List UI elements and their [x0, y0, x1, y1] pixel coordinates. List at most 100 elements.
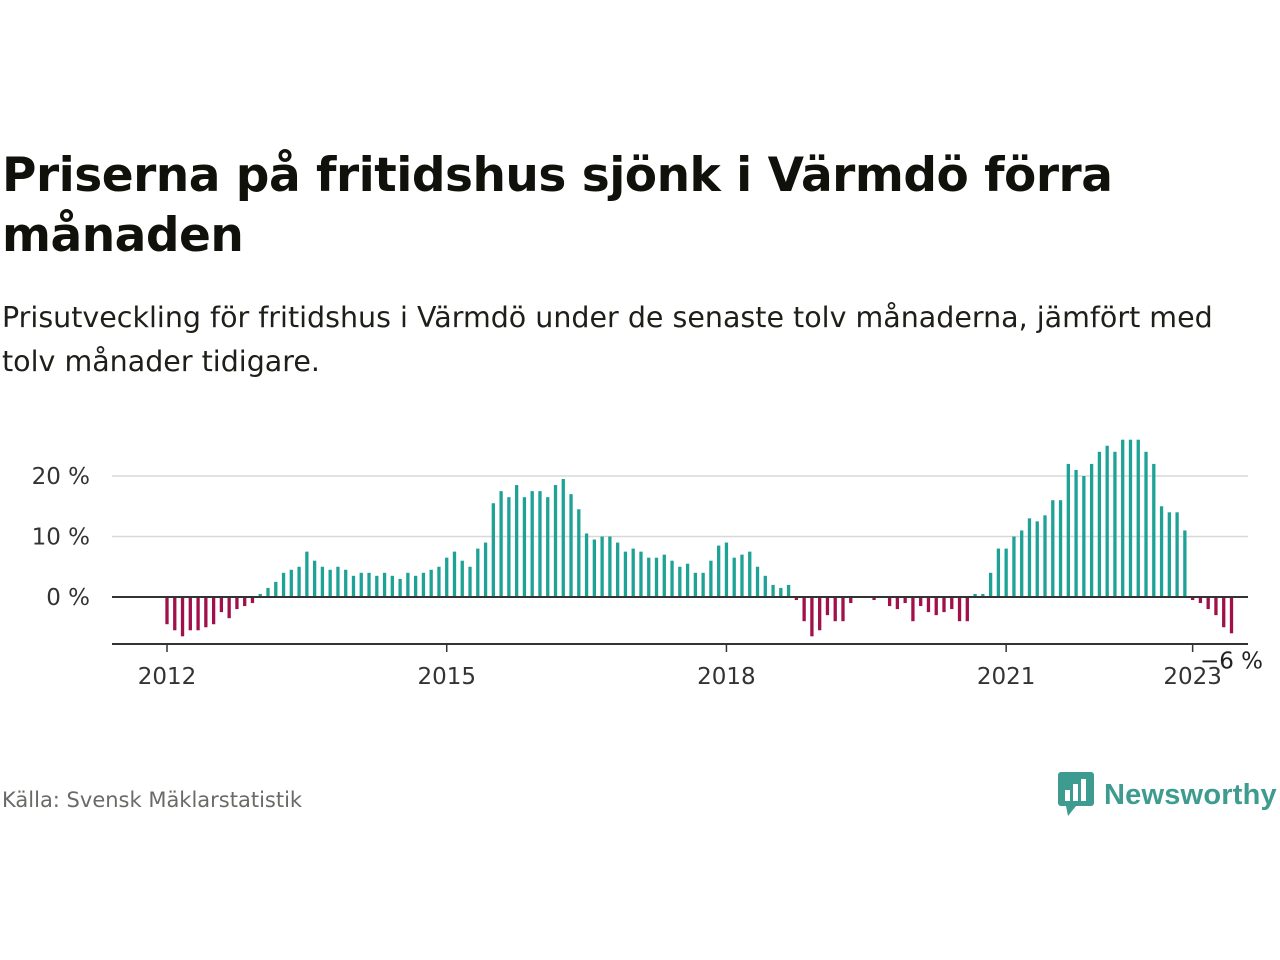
bar	[1012, 536, 1016, 597]
bar	[732, 557, 736, 597]
bar	[491, 503, 495, 597]
bar	[243, 597, 247, 607]
bar	[724, 542, 729, 597]
bar	[1105, 445, 1109, 597]
source-note: Källa: Svensk Mäklarstatistik	[2, 788, 303, 812]
bar	[779, 587, 783, 597]
bar	[382, 572, 387, 597]
bar	[1082, 476, 1086, 597]
bar	[654, 557, 659, 597]
bar	[274, 581, 278, 597]
bar	[1214, 597, 1218, 616]
bar	[445, 557, 449, 597]
bar	[818, 597, 822, 631]
bar	[1089, 463, 1094, 597]
y-tick-label: 0 %	[46, 585, 90, 611]
bar	[530, 491, 534, 597]
bar	[235, 597, 239, 610]
bar	[180, 597, 185, 637]
x-tick-label: 2012	[138, 664, 197, 690]
bar	[973, 593, 977, 597]
bar	[258, 593, 262, 597]
bar	[499, 491, 503, 597]
bar	[911, 597, 915, 622]
bar	[740, 554, 744, 597]
bar	[841, 597, 845, 622]
bar	[188, 597, 192, 631]
bar	[227, 597, 231, 619]
bar	[219, 597, 224, 613]
bar	[320, 566, 325, 597]
bar	[919, 597, 923, 607]
brand-name: Newsworthy	[1104, 778, 1277, 811]
bar	[662, 554, 666, 597]
bar	[173, 597, 177, 631]
bar	[670, 560, 674, 597]
bar	[1020, 530, 1024, 597]
bar	[608, 536, 612, 597]
bar	[1183, 530, 1187, 597]
bar	[1190, 597, 1195, 601]
bar	[211, 597, 216, 625]
bar	[328, 569, 332, 597]
bar	[344, 569, 348, 597]
bar	[367, 572, 371, 597]
chart-subtitle: Prisutveckling för fritidshus i Värmdö u…	[2, 301, 1213, 378]
bar	[312, 560, 317, 597]
bar	[631, 548, 635, 597]
bar	[305, 551, 309, 597]
bar	[849, 597, 853, 604]
bar	[336, 566, 340, 597]
bar	[546, 497, 550, 597]
bar	[794, 597, 799, 601]
bar	[522, 497, 527, 597]
bar	[421, 572, 426, 597]
bar	[639, 551, 643, 597]
bar	[476, 548, 480, 597]
y-tick-label: 20 %	[32, 464, 90, 490]
bar	[1074, 469, 1078, 597]
bar	[577, 509, 581, 597]
bar	[1136, 439, 1140, 597]
bar	[942, 597, 946, 613]
bar	[1152, 463, 1156, 597]
x-tick-label: 2023	[1163, 664, 1222, 690]
bar	[359, 572, 363, 597]
bar	[429, 569, 433, 597]
bar	[196, 597, 200, 631]
y-tick-label: 10 %	[32, 525, 90, 551]
bar	[1113, 451, 1117, 597]
bar	[592, 539, 596, 597]
bar	[755, 566, 760, 597]
bar	[623, 551, 628, 597]
bar	[717, 545, 721, 597]
bar	[569, 494, 573, 597]
bar	[678, 566, 682, 597]
bar	[1175, 512, 1179, 597]
bar	[515, 485, 519, 597]
bar	[289, 569, 293, 597]
bar	[561, 479, 565, 597]
bar	[833, 597, 837, 622]
bar	[507, 497, 511, 597]
bar	[903, 597, 907, 604]
bar	[934, 597, 938, 616]
bar	[375, 575, 379, 597]
price-change-bar-chart: 0 % 10 % 20 % 2012 2015 2018 2021 2023−6 %	[32, 439, 1265, 690]
bar	[1066, 463, 1070, 597]
bar	[600, 536, 604, 597]
bar	[406, 572, 410, 597]
bar	[825, 597, 830, 616]
bar	[538, 491, 542, 597]
bar	[281, 572, 286, 597]
x-tick-label: 2021	[977, 664, 1036, 690]
bar	[981, 593, 985, 597]
bar	[1198, 597, 1203, 604]
bar	[802, 597, 806, 622]
bar	[1128, 439, 1133, 597]
newsworthy-logo: Newsworthy	[1058, 772, 1277, 818]
bar	[1051, 500, 1055, 597]
bar	[452, 551, 457, 597]
bar	[950, 597, 954, 610]
bar	[965, 597, 969, 622]
